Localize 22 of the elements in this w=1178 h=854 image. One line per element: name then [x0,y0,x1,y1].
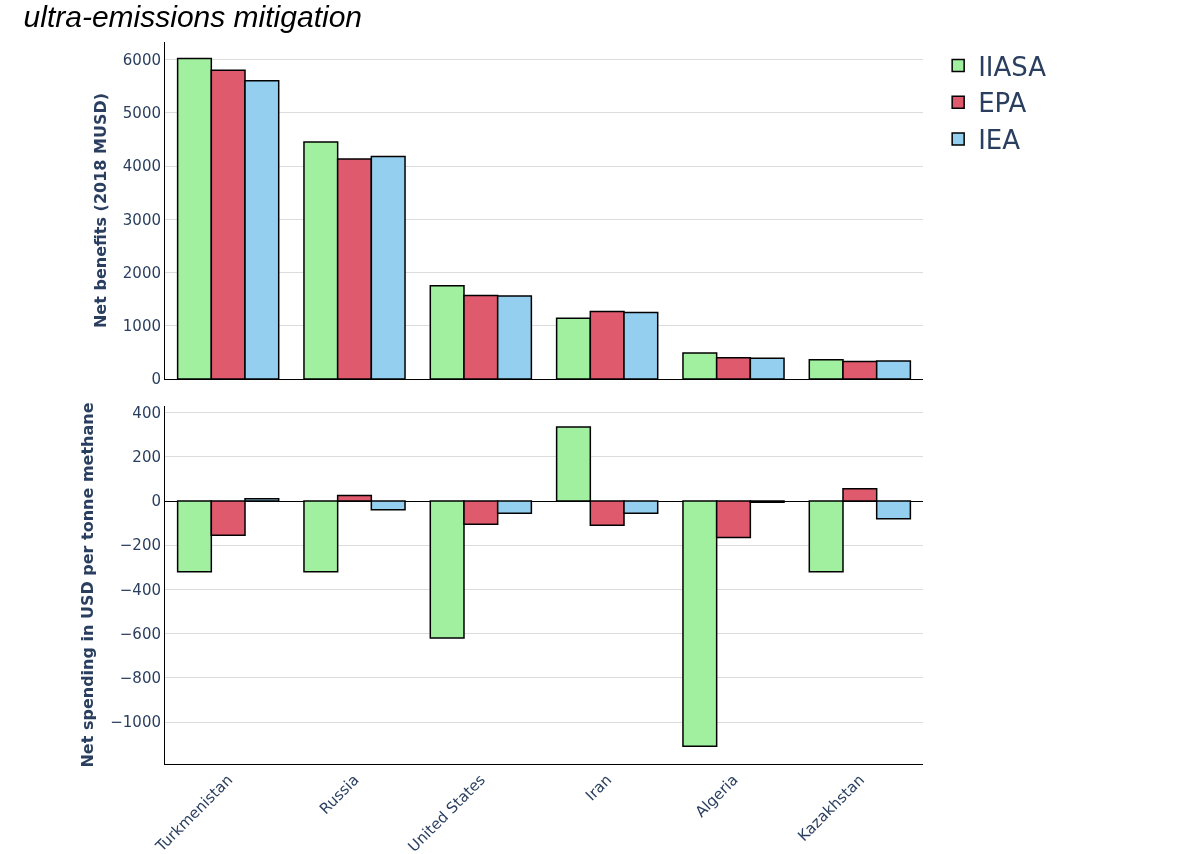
legend-label: IEA [978,125,1021,156]
y-axis-title: Net spending in USD per tonne methane [78,402,98,768]
y-tick-label: −200 [119,536,161,555]
y-tick-label: 2000 [122,263,161,282]
y-tick-label: 400 [132,403,161,422]
y-tick-label: 3000 [122,210,161,229]
y-tick-label: −400 [119,580,161,599]
y-tick-label: 6000 [122,50,161,69]
y-tick-label: −600 [119,624,161,643]
y-tick-label: 0 [151,492,161,511]
legend-label: EPA [978,88,1027,119]
y-tick-label: 1000 [122,317,161,336]
chart-title: ultra-emissions mitigation [23,0,363,33]
y-axis-title: Net benefits (2018 MUSD) [90,92,110,329]
x-tick-label: Iran [581,770,616,805]
y-tick-label: 200 [132,448,161,467]
legend-label: IIASA [978,51,1047,82]
y-tick-label: 4000 [122,157,161,176]
y-tick-label: 5000 [122,104,161,123]
y-tick-label: −800 [119,669,161,688]
y-tick-label: −1000 [110,713,161,732]
y-tick-label: 0 [151,370,161,389]
